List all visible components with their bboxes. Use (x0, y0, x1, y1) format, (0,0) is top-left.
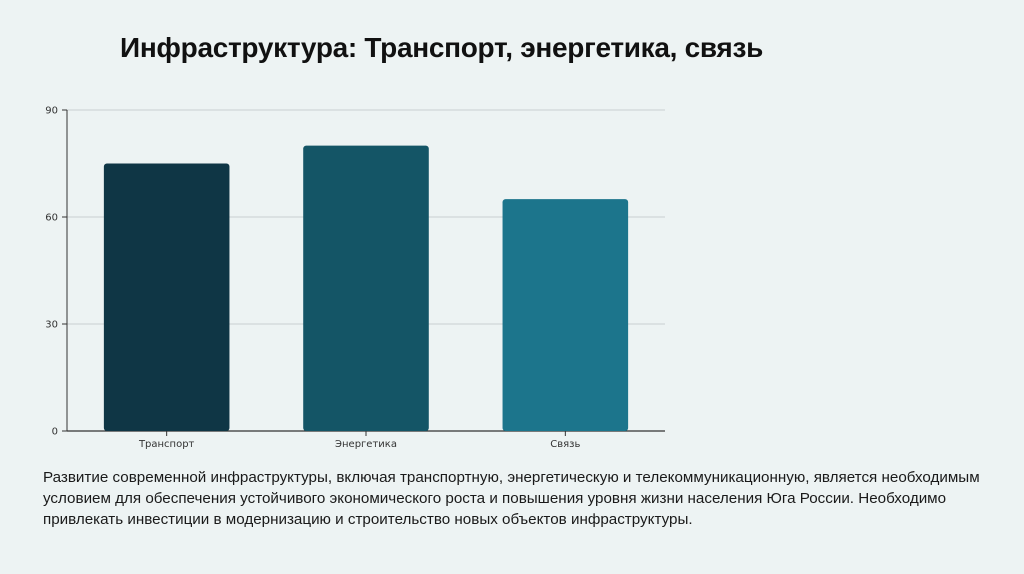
x-tick-label: Связь (550, 439, 580, 450)
body-paragraph: Развитие современной инфраструктуры, вкл… (43, 469, 980, 528)
y-tick-label: 90 (45, 106, 58, 117)
y-tick-label: 60 (45, 213, 58, 224)
slide-title: Инфраструктура: Транспорт, энергетика, с… (120, 32, 763, 63)
bars (103, 145, 629, 431)
y-tick-label: 30 (45, 320, 58, 331)
axis-labels: 0 30 60 90 Транспорт Энергетика Связь (45, 106, 580, 451)
x-tick-label: Энергетика (335, 439, 397, 450)
x-tick-label: Транспорт (138, 439, 195, 450)
bar-1 (103, 163, 230, 431)
y-tick-label: 0 (52, 427, 58, 438)
bar-2 (303, 145, 429, 431)
bar-3 (502, 199, 629, 431)
